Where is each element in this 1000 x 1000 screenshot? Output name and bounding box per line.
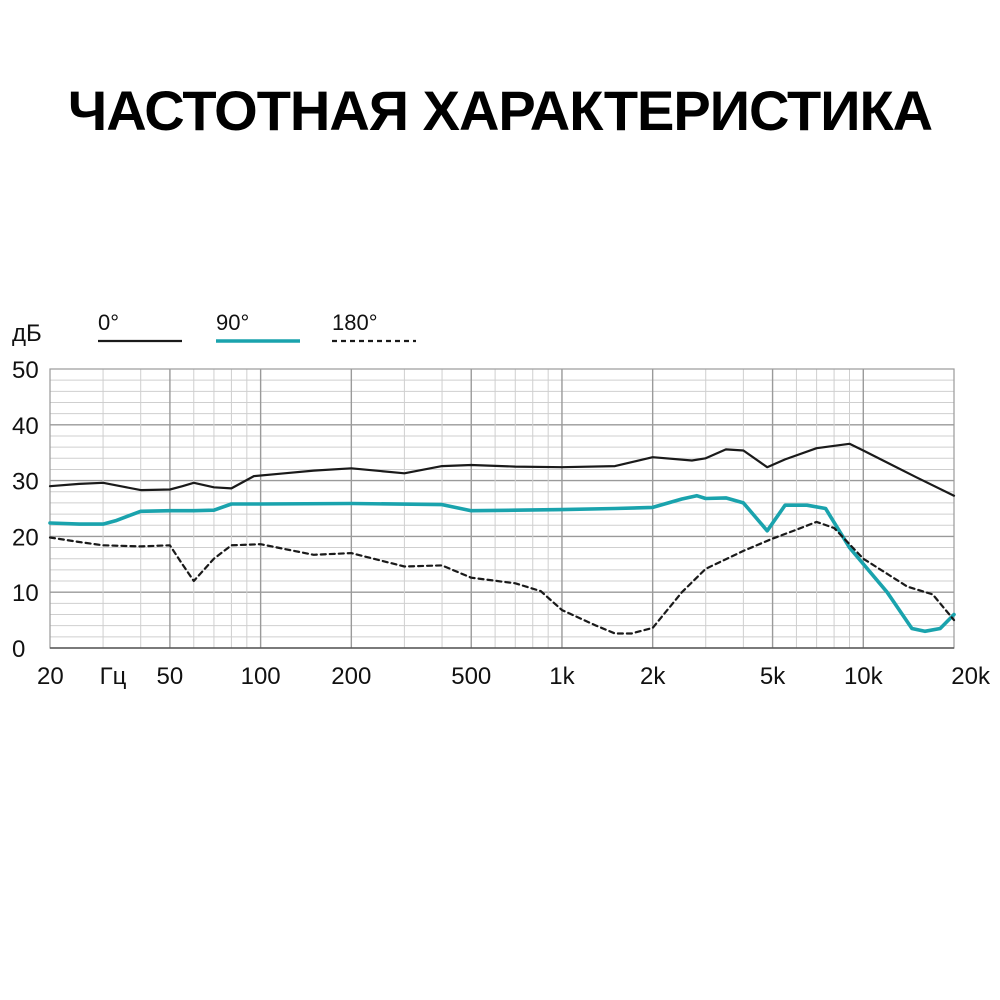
chart-grid	[50, 369, 954, 648]
x-tick-label: 10k	[844, 663, 884, 690]
chart-axes	[49, 368, 955, 649]
legend-label-1: 90°	[216, 310, 249, 335]
chart-legend: 0° 90° 180°	[98, 310, 416, 343]
x-tick-label: 200	[331, 663, 371, 690]
series-line-1	[48, 493, 956, 634]
legend-label-2: 180°	[332, 310, 378, 335]
y-tick-label: 20	[12, 524, 39, 551]
x-tick-label: 100	[241, 663, 281, 690]
y-tick-label: 30	[12, 469, 39, 496]
y-tick-label: 50	[12, 357, 39, 384]
chart-series	[48, 442, 956, 635]
legend-label-0: 0°	[98, 310, 119, 335]
x-tick-label: 500	[451, 663, 491, 690]
y-tick-label: 40	[12, 413, 39, 440]
x-tick-label: 20	[37, 663, 64, 690]
x-tick-label: 50	[157, 663, 184, 690]
y-tick-label: 0	[12, 636, 25, 663]
x-tick-label: 1k	[549, 663, 575, 690]
x-tick-label: 20k	[951, 663, 991, 690]
x-tick-label: 2k	[640, 663, 666, 690]
series-line-2	[48, 520, 956, 635]
x-tick-label: 5k	[760, 663, 786, 690]
series-line-0	[48, 442, 956, 497]
y-axis-unit-label: дБ	[12, 320, 42, 347]
y-tick-label: 10	[12, 580, 39, 607]
chart-tick-labels: 0 10 20 30 40 50 20 50 100 200 500 1k 2k 5k 10k 20k дБ Гц	[12, 320, 991, 690]
chart-title: ЧАСТОТНАЯ ХАРАКТЕРИСТИКА	[67, 79, 933, 142]
x-axis-unit-label: Гц	[100, 663, 127, 690]
